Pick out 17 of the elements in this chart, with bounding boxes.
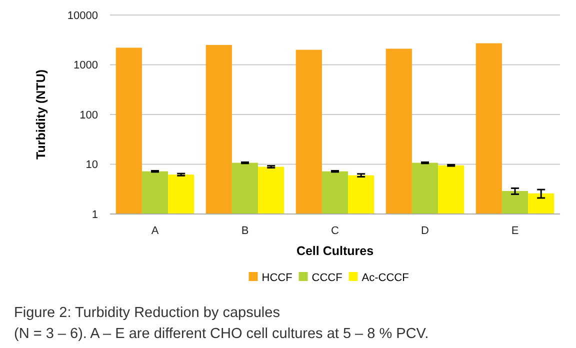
x-tick-label: C [331, 225, 340, 237]
y-tick-label: 10000 [67, 10, 98, 22]
x-tick-label: B [241, 225, 249, 237]
legend-label: Ac-CCCF [362, 272, 410, 284]
caption: Figure 2: Turbidity Reduction by capsules [14, 305, 280, 321]
x-tick-label: E [511, 225, 519, 237]
y-tick-label: 1 [92, 208, 98, 221]
y-tick-label: 1000 [74, 60, 98, 72]
legend-label: CCCF [312, 272, 343, 284]
legend-label: HCCF [262, 272, 293, 284]
x-tick-label: D [421, 225, 430, 237]
y-axis-title: Turbidity (NTU) [34, 69, 48, 160]
text: (N = 3 – 6). A – E are different CHO cell cultures at 5 – 8 % PCV. [14, 326, 429, 342]
y-tick-label: 10 [86, 159, 98, 172]
x-tick-label: A [151, 225, 160, 237]
x-axis-title: Cell Cultures [296, 244, 374, 258]
y-tick-label: 100 [80, 109, 98, 122]
